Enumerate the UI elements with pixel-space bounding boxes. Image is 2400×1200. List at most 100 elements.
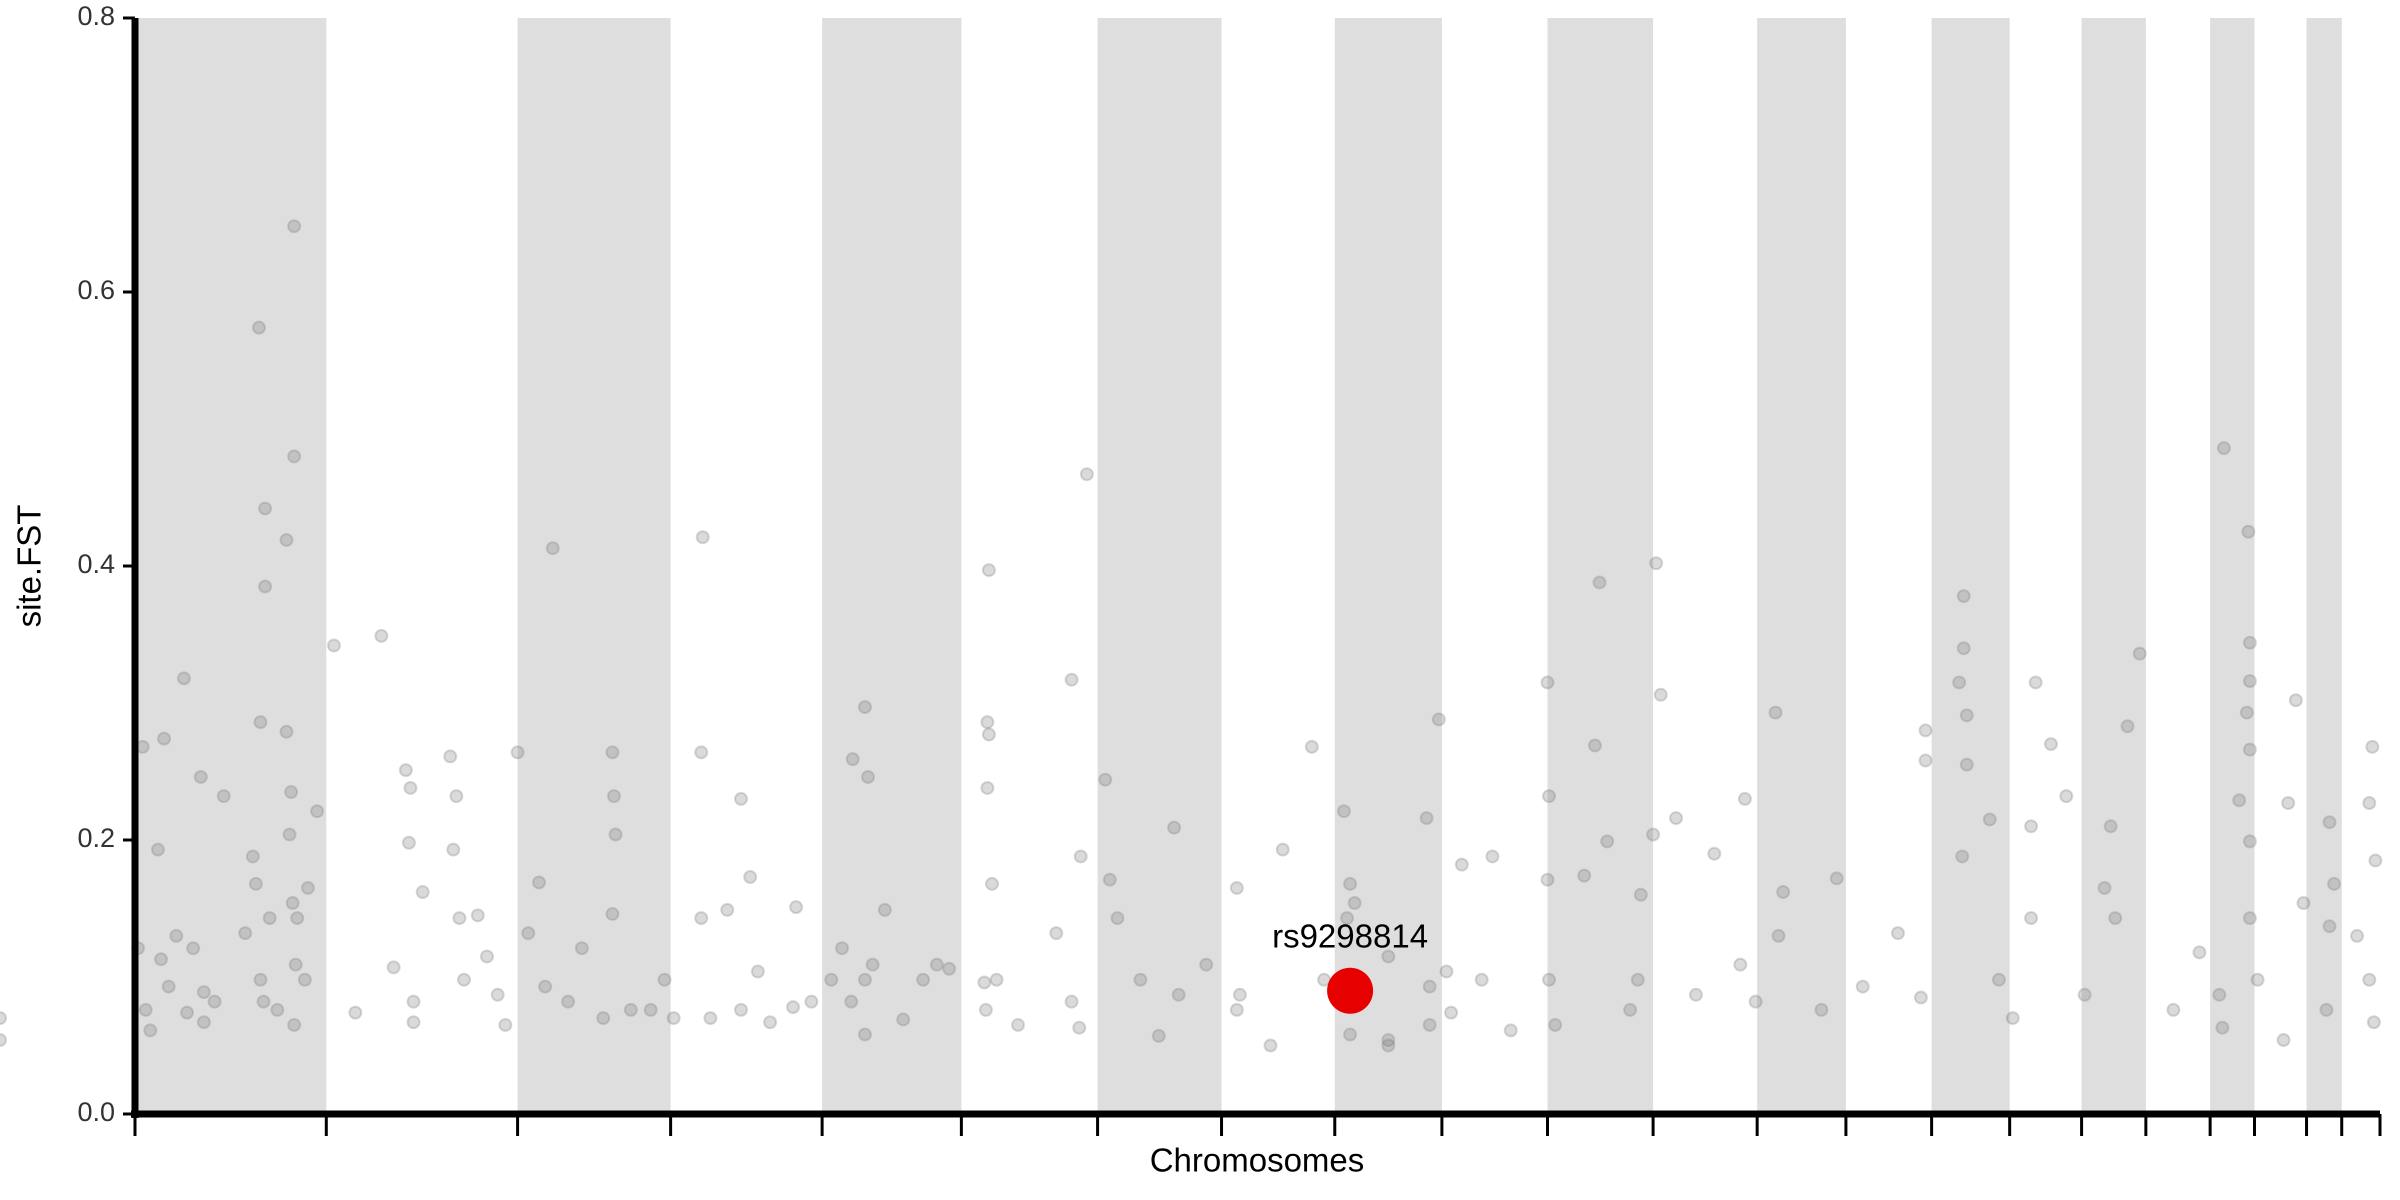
data-point <box>1343 1027 1358 1042</box>
y-tick-label: 0.2 <box>77 823 115 853</box>
data-point <box>545 541 560 556</box>
data-point <box>1587 738 1602 753</box>
data-point <box>666 1011 681 1026</box>
data-point <box>282 827 297 842</box>
data-point <box>1771 928 1786 943</box>
data-point <box>479 949 494 964</box>
data-point <box>1918 723 1933 738</box>
chromosome-band <box>1757 18 1846 1114</box>
data-point <box>348 1005 363 1020</box>
data-point <box>605 745 620 760</box>
data-point <box>1733 957 1748 972</box>
data-point <box>290 911 305 926</box>
data-point <box>253 972 268 987</box>
data-point <box>1548 1017 1563 1032</box>
data-point <box>2276 1033 2291 1048</box>
data-point <box>2028 675 2043 690</box>
x-axis-title: Chromosomes <box>1150 1142 1365 1179</box>
data-point <box>1649 556 1664 571</box>
data-point <box>154 952 169 967</box>
data-point <box>2327 876 2342 891</box>
data-point <box>1263 1038 1278 1053</box>
data-point <box>989 972 1004 987</box>
y-tick-label: 0.0 <box>77 1097 115 1127</box>
data-point <box>297 972 312 987</box>
data-point <box>262 911 277 926</box>
data-point <box>857 972 872 987</box>
chromosome-band <box>2210 18 2255 1114</box>
data-point <box>1347 896 1362 911</box>
data-point <box>623 1002 638 1017</box>
data-point <box>1959 708 1974 723</box>
data-point <box>857 1027 872 1042</box>
data-point <box>287 219 302 234</box>
data-point <box>403 780 418 795</box>
data-point <box>2166 1002 2181 1017</box>
data-point <box>1232 987 1247 1002</box>
data-point <box>861 769 876 784</box>
data-point <box>1688 987 1703 1002</box>
data-point <box>750 964 765 979</box>
data-point <box>176 671 191 686</box>
data-point <box>196 985 211 1000</box>
data-point <box>657 972 672 987</box>
data-point <box>1229 1002 1244 1017</box>
data-point <box>1959 757 1974 772</box>
chromosome-band <box>1547 18 1654 1114</box>
data-point <box>2362 796 2377 811</box>
data-point <box>1956 589 1971 604</box>
data-point <box>256 994 271 1009</box>
data-point <box>596 1011 611 1026</box>
data-point <box>1748 994 1763 1009</box>
data-point <box>1633 887 1648 902</box>
data-point <box>207 994 222 1009</box>
data-point <box>2097 880 2112 895</box>
data-point <box>1600 834 1615 849</box>
data-point <box>1630 972 1645 987</box>
data-point <box>457 972 472 987</box>
data-point <box>196 1015 211 1030</box>
data-point <box>734 1002 749 1017</box>
data-point <box>857 700 872 715</box>
y-tick-label: 0.8 <box>77 1 115 31</box>
data-point <box>0 1011 7 1026</box>
data-point <box>1982 812 1997 827</box>
data-point <box>1049 926 1064 941</box>
chromosome-bands <box>135 18 2342 1114</box>
data-point <box>574 941 589 956</box>
data-point <box>1653 687 1668 702</box>
data-point <box>1072 1020 1087 1035</box>
data-point <box>532 875 547 890</box>
data-point <box>763 1015 778 1030</box>
data-point <box>1381 949 1396 964</box>
data-point <box>2232 793 2247 808</box>
data-point <box>1540 675 1555 690</box>
data-point <box>981 727 996 742</box>
data-point <box>1098 772 1113 787</box>
data-point <box>605 906 620 921</box>
data-point <box>374 628 389 643</box>
chromosome-band <box>1931 18 2010 1114</box>
data-point <box>1151 1028 1166 1043</box>
data-point <box>2043 737 2058 752</box>
data-point <box>216 789 231 804</box>
data-point <box>2242 635 2257 650</box>
data-point <box>1829 871 1844 886</box>
data-point <box>1011 1017 1026 1032</box>
data-point <box>1343 876 1358 891</box>
data-point <box>929 957 944 972</box>
data-point <box>2242 911 2257 926</box>
data-point <box>251 320 266 335</box>
data-point <box>415 885 430 900</box>
data-point <box>2322 919 2337 934</box>
data-point <box>606 789 621 804</box>
data-point <box>1485 849 1500 864</box>
data-point <box>734 791 749 806</box>
data-point <box>1133 972 1148 987</box>
data-point <box>2242 742 2257 757</box>
data-point <box>169 928 184 943</box>
data-point <box>279 532 294 547</box>
data-point <box>2281 796 2296 811</box>
data-point <box>1102 872 1117 887</box>
